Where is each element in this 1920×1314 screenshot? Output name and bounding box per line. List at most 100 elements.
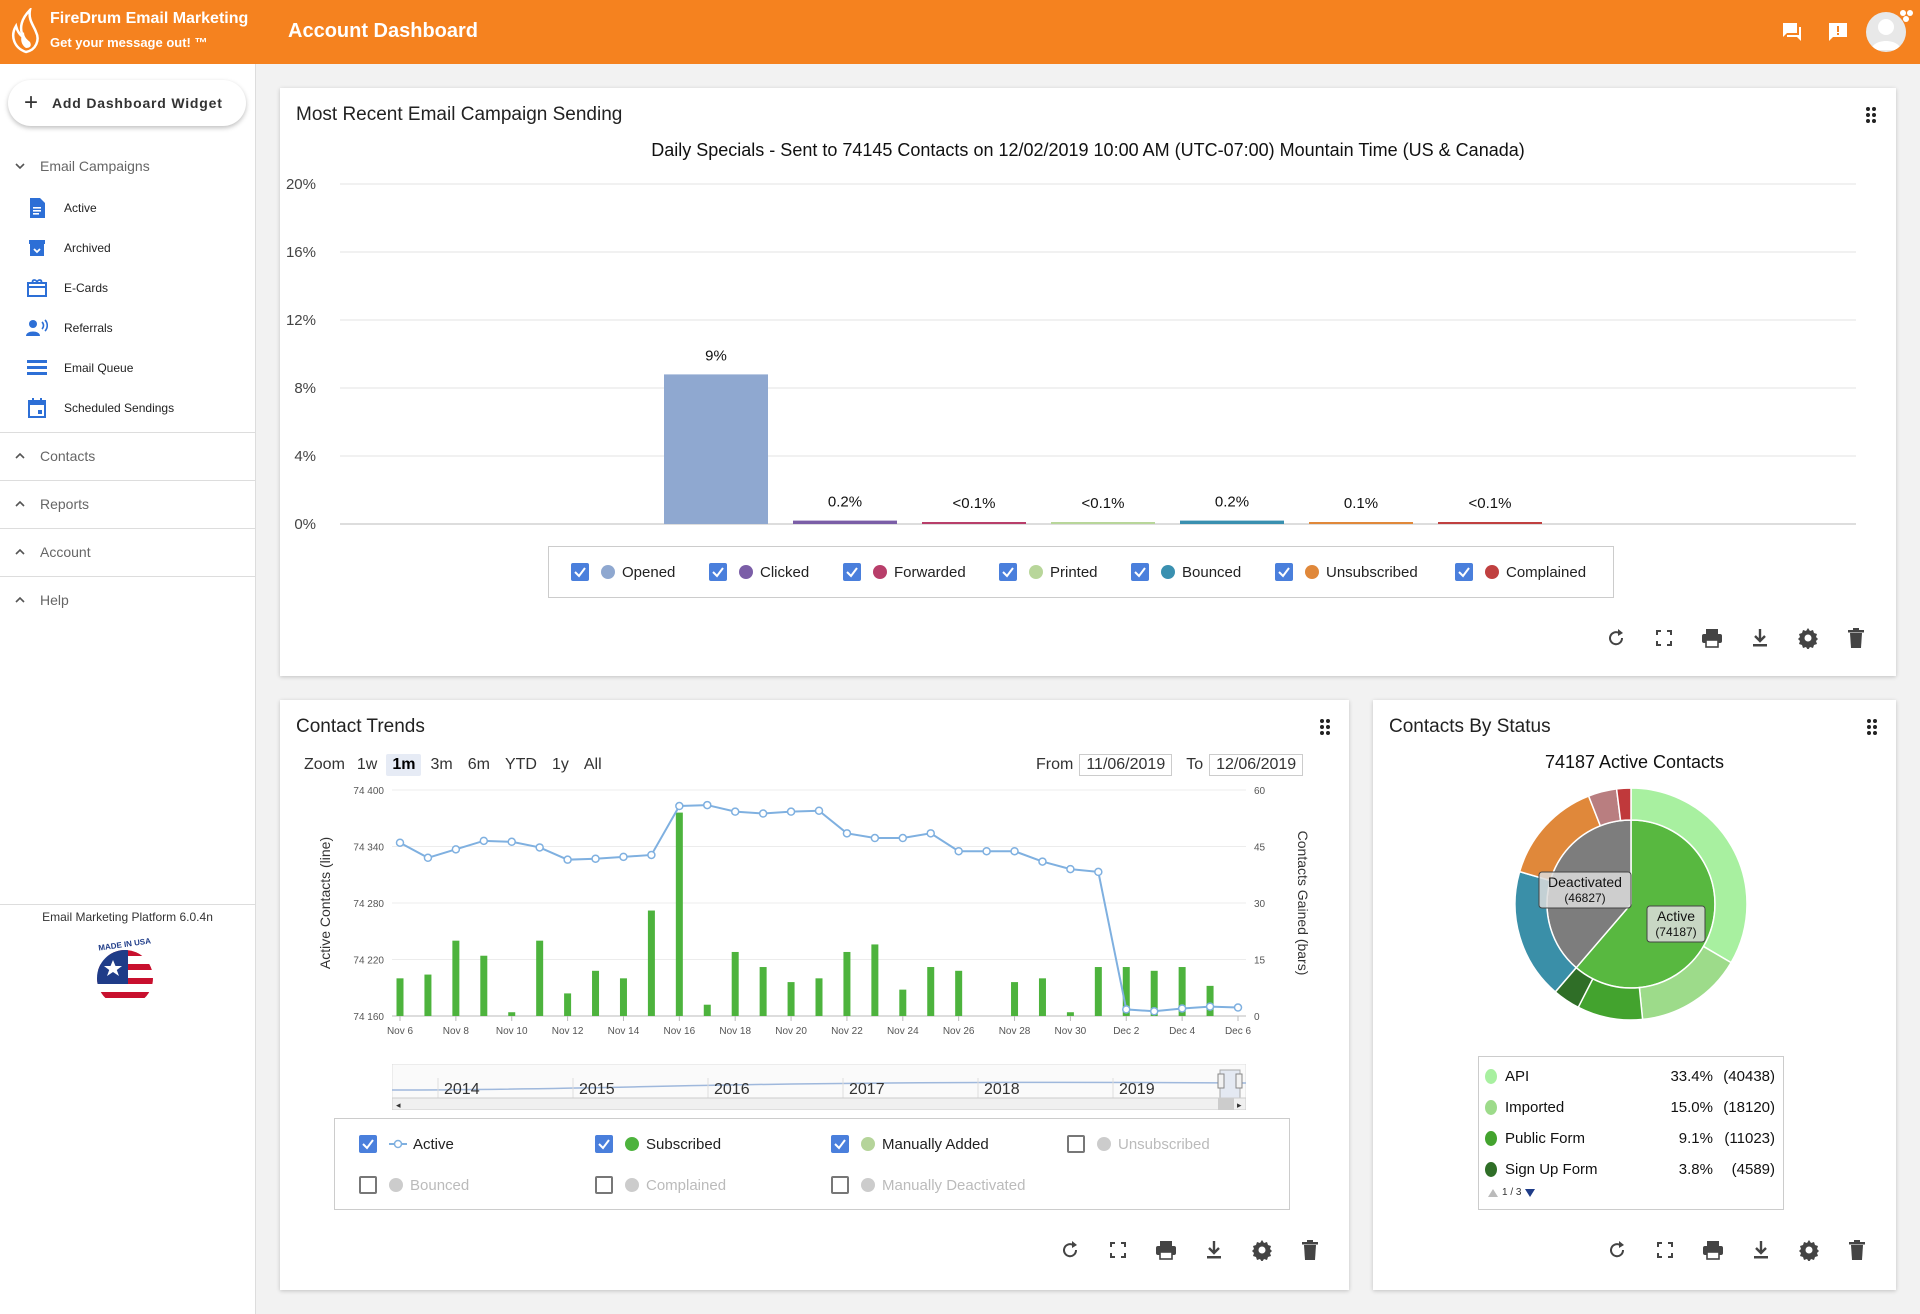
chevron-up-icon: [15, 548, 25, 555]
data-label: <0.1%: [1469, 495, 1512, 512]
bar-subscribed: [396, 978, 404, 1016]
status-row-api[interactable]: API 33.4% (40438): [1485, 1065, 1775, 1087]
print-icon[interactable]: [1688, 624, 1736, 652]
time-navigator[interactable]: 2014 2015 2016 2017 2018 2019 ◂ ▸: [392, 1064, 1246, 1110]
chat-icon[interactable]: [1778, 18, 1806, 46]
status-row-sign-up-form[interactable]: Sign Up Form 3.8% (4589): [1485, 1158, 1775, 1180]
legend-item-complained[interactable]: Complained: [595, 1176, 726, 1194]
feedback-icon[interactable]: [1824, 18, 1852, 46]
bar-subscribed: [1178, 967, 1186, 1016]
slice-other: [1615, 787, 1632, 822]
sidebar-item-active[interactable]: Active: [0, 188, 255, 228]
sidebar-item-archived[interactable]: Archived: [0, 228, 255, 268]
settings-gear-icon[interactable]: [1785, 1236, 1833, 1264]
status-row-public-form[interactable]: Public Form 9.1% (11023): [1485, 1127, 1775, 1149]
zoom-all-button[interactable]: All: [583, 756, 602, 773]
print-icon[interactable]: [1689, 1236, 1737, 1264]
fullscreen-icon[interactable]: [1640, 624, 1688, 652]
add-dashboard-widget-button[interactable]: + Add Dashboard Widget: [8, 80, 246, 126]
drag-handle-icon[interactable]: [1863, 718, 1881, 736]
divider: [0, 528, 255, 529]
x-tick-label: Dec 6: [1225, 1026, 1252, 1037]
y2-tick-label: 15: [1254, 956, 1266, 967]
refresh-icon[interactable]: [1046, 1236, 1094, 1264]
legend-item-unsubscribed[interactable]: Unsubscribed: [1275, 563, 1418, 581]
chevron-down-icon: [15, 163, 25, 170]
chevron-up-icon: [15, 452, 25, 459]
checkbox-unchecked-icon: [359, 1176, 377, 1194]
legend-item-manually-added[interactable]: Manually Added: [831, 1135, 989, 1153]
bar-subscribed: [1206, 985, 1214, 1016]
date-range: From 11/06/2019 To 12/06/2019: [1036, 754, 1304, 776]
settings-gear-icon[interactable]: [1238, 1236, 1286, 1264]
point-active: [479, 836, 489, 846]
zoom-1m-button[interactable]: 1m: [386, 754, 422, 776]
legend-item-printed[interactable]: Printed: [999, 563, 1098, 581]
legend-item-complained[interactable]: Complained: [1455, 563, 1586, 581]
refresh-icon[interactable]: [1593, 1236, 1641, 1264]
point-active: [619, 852, 628, 862]
drag-handle-icon[interactable]: [1862, 106, 1880, 124]
navigator-handle: [1235, 1073, 1243, 1089]
to-label: To: [1186, 756, 1204, 773]
print-icon[interactable]: [1142, 1236, 1190, 1264]
legend-item-active[interactable]: Active: [359, 1135, 454, 1153]
data-label: <0.1%: [953, 495, 996, 512]
pager-up-icon[interactable]: [1487, 1188, 1499, 1198]
point-active: [675, 801, 684, 811]
sidebar-section-reports[interactable]: Reports: [0, 480, 255, 528]
legend-item-forwarded[interactable]: Forwarded: [843, 563, 966, 581]
settings-gear-icon[interactable]: [1784, 624, 1832, 652]
delete-icon[interactable]: [1833, 1236, 1881, 1264]
legend-item-bounced[interactable]: Bounced: [1131, 563, 1241, 581]
sidebar-section-account[interactable]: Account: [0, 528, 255, 576]
sidebar-section-help[interactable]: Help: [0, 576, 255, 624]
slice-label: Deactivated(46827): [1538, 871, 1632, 909]
from-label: From: [1036, 756, 1074, 773]
fullscreen-icon[interactable]: [1094, 1236, 1142, 1264]
legend-item-unsubscribed[interactable]: Unsubscribed: [1067, 1135, 1210, 1153]
bar-subscribed: [1011, 982, 1019, 1016]
legend-item-subscribed[interactable]: Subscribed: [595, 1135, 721, 1153]
sidebar-item-email-queue[interactable]: Email Queue: [0, 348, 255, 388]
status-row-imported[interactable]: Imported 15.0% (18120): [1485, 1096, 1775, 1118]
refresh-icon[interactable]: [1592, 624, 1640, 652]
delete-icon[interactable]: [1286, 1236, 1334, 1264]
zoom-6m-button[interactable]: 6m: [467, 756, 490, 773]
sidebar-item-scheduled-sendings[interactable]: Scheduled Sendings: [0, 388, 255, 428]
legend-item-manually-deactivated[interactable]: Manually Deactivated: [831, 1176, 1025, 1194]
fullscreen-icon[interactable]: [1641, 1236, 1689, 1264]
brand-tagline: Get your message out! ™: [50, 35, 208, 50]
firedrum-logo-icon[interactable]: [8, 8, 44, 54]
archive-icon: [26, 237, 48, 259]
accounts-switch-icon[interactable]: [1898, 8, 1914, 24]
delete-icon[interactable]: [1832, 624, 1880, 652]
checkbox-checked-icon: [843, 563, 861, 581]
zoom-1y-button[interactable]: 1y: [551, 756, 569, 773]
drag-handle-icon[interactable]: [1316, 718, 1334, 736]
download-icon[interactable]: [1190, 1236, 1238, 1264]
zoom-ytd-button[interactable]: YTD: [504, 756, 537, 773]
zoom-1w-button[interactable]: 1w: [356, 756, 378, 773]
point-active: [647, 850, 656, 860]
zoom-3m-button[interactable]: 3m: [430, 756, 453, 773]
from-date-input[interactable]: 11/06/2019: [1079, 754, 1173, 776]
legend-item-opened[interactable]: Opened: [571, 563, 675, 581]
y-tick-label: 20%: [286, 176, 316, 193]
sidebar-item-ecards[interactable]: E-Cards: [0, 268, 255, 308]
sidebar-section-contacts[interactable]: Contacts: [0, 432, 255, 480]
sidebar-section-email-campaigns[interactable]: Email Campaigns: [0, 142, 255, 190]
legend-item-clicked[interactable]: Clicked: [709, 563, 809, 581]
document-icon: [26, 197, 48, 219]
sidebar-item-referrals[interactable]: Referrals: [0, 308, 255, 348]
user-avatar[interactable]: [1866, 12, 1906, 52]
bar-subscribed: [592, 970, 600, 1016]
download-icon[interactable]: [1736, 624, 1784, 652]
legend-item-bounced[interactable]: Bounced: [359, 1176, 469, 1194]
plus-icon: +: [24, 89, 39, 116]
download-icon[interactable]: [1737, 1236, 1785, 1264]
y-tick-label: 74 400: [353, 786, 384, 797]
to-date-input[interactable]: 12/06/2019: [1209, 754, 1304, 776]
x-tick-label: Nov 16: [663, 1026, 695, 1037]
pager-down-icon[interactable]: [1524, 1188, 1536, 1198]
